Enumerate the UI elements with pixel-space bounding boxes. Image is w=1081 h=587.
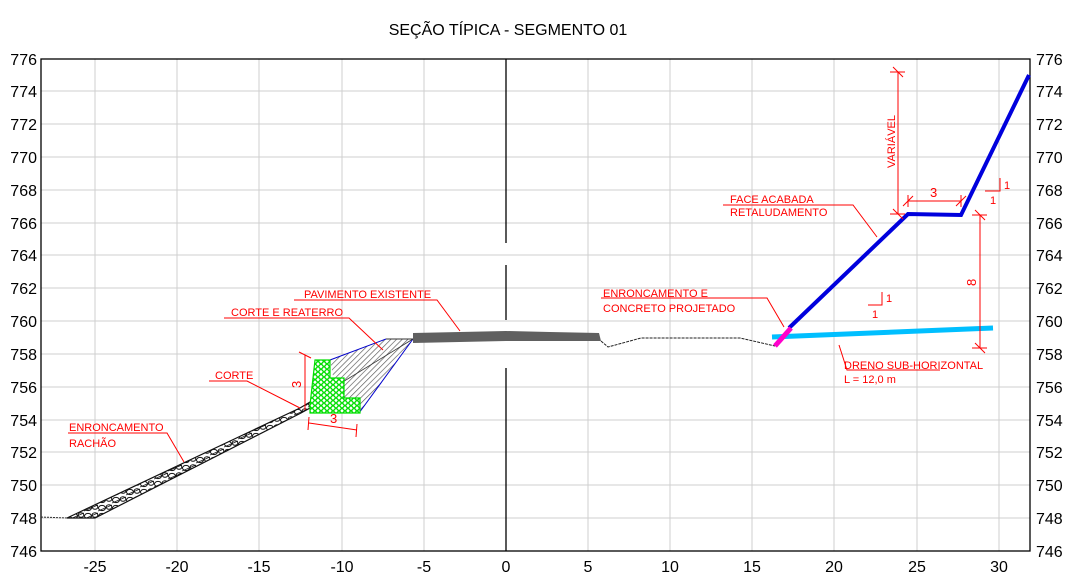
svg-text:752: 752: [10, 445, 37, 462]
svg-text:774: 774: [10, 84, 37, 101]
svg-text:760: 760: [10, 314, 37, 331]
svg-text:748: 748: [10, 511, 37, 528]
annotations: PAVIMENTO EXISTENTE CORTE E REATERRO COR…: [69, 115, 1010, 450]
corte-reaterro-edge-right: [358, 338, 414, 414]
label-corte-reaterro: CORTE E REATERRO: [231, 307, 343, 319]
svg-text:758: 758: [1036, 347, 1063, 364]
dreno-sub-horizontal: [771, 325, 994, 340]
gabiao: [309, 359, 361, 414]
label-concreto-projetado: CONCRETO PROJETADO: [603, 303, 736, 315]
svg-text:15: 15: [743, 559, 761, 576]
svg-text:768: 768: [1036, 183, 1063, 200]
svg-text:768: 768: [10, 183, 37, 200]
label-enroncamento-e: ENRONCAMENTO E: [603, 288, 708, 300]
svg-text:770: 770: [10, 150, 37, 167]
svg-text:766: 766: [10, 216, 37, 233]
dim-gabiao-base: 3: [330, 411, 337, 426]
svg-text:5: 5: [584, 559, 593, 576]
svg-text:774: 774: [1036, 84, 1063, 101]
grid: [41, 59, 1030, 551]
plot-frame: [40, 58, 1031, 552]
svg-text:764: 764: [1036, 248, 1063, 265]
label-face-acabada: FACE ACABADA: [730, 194, 814, 206]
slope-upper-v: 1: [1004, 180, 1010, 192]
svg-text:750: 750: [1036, 478, 1063, 495]
leader-lines: [68, 66, 1001, 463]
svg-text:20: 20: [825, 559, 843, 576]
svg-text:748: 748: [1036, 511, 1063, 528]
svg-text:30: 30: [990, 559, 1008, 576]
svg-text:10: 10: [661, 559, 679, 576]
dim-altura: 8: [964, 279, 979, 286]
svg-text:-10: -10: [330, 559, 353, 576]
pavimento-existente: [413, 331, 601, 343]
label-corte: CORTE: [215, 370, 253, 382]
x-axis: -25 -20 -15 -10 -5 0 5 10 15 20 25 30: [83, 559, 1008, 576]
corte-reaterro-edge-left: [329, 338, 387, 361]
svg-text:776: 776: [1036, 52, 1063, 69]
svg-text:0: 0: [502, 559, 511, 576]
svg-text:762: 762: [1036, 281, 1063, 298]
label-dreno: DRENO SUB-HORIZONTAL: [844, 360, 983, 372]
svg-text:-25: -25: [83, 559, 106, 576]
svg-text:-5: -5: [417, 559, 431, 576]
dim-gabiao-altura: 3: [289, 381, 304, 388]
label-retaludamento: RETALUDAMENTO: [730, 207, 828, 219]
svg-text:746: 746: [1036, 544, 1063, 561]
existing-ground-left: [40, 516, 68, 519]
svg-text:760: 760: [1036, 314, 1063, 331]
svg-text:772: 772: [10, 117, 37, 134]
svg-text:754: 754: [10, 413, 37, 430]
svg-text:766: 766: [1036, 216, 1063, 233]
corte-reaterro-fill: [330, 339, 413, 413]
slope-lower-v: 1: [886, 293, 892, 305]
svg-text:758: 758: [10, 347, 37, 364]
svg-text:770: 770: [1036, 150, 1063, 167]
enroncamento-rachao: [66, 400, 311, 519]
enroncamento-concreto-projetado: [773, 326, 793, 348]
y-axis-right: 776 774 772 770 768 766 764 762 760 758 …: [1036, 52, 1063, 561]
svg-text:750: 750: [10, 478, 37, 495]
slope-lower-h: 1: [872, 309, 878, 321]
svg-text:-20: -20: [165, 559, 188, 576]
svg-text:776: 776: [10, 52, 37, 69]
face-acabada-retaludamento: [787, 74, 1031, 330]
svg-text:756: 756: [1036, 380, 1063, 397]
label-rachao: RACHÃO: [69, 437, 117, 450]
svg-text:772: 772: [1036, 117, 1063, 134]
slope-upper-h: 1: [990, 195, 996, 207]
svg-text:764: 764: [10, 248, 37, 265]
chart-title: SEÇÃO TÍPICA - SEGMENTO 01: [388, 22, 628, 39]
dim-berma: 3: [930, 185, 937, 200]
svg-text:752: 752: [1036, 445, 1063, 462]
svg-text:25: 25: [908, 559, 926, 576]
y-axis-left: 776 774 772 770 768 766 764 762 760 758 …: [10, 52, 37, 561]
svg-text:746: 746: [10, 544, 37, 561]
label-dreno-length: L = 12,0 m: [844, 374, 896, 386]
label-pavimento-existente: PAVIMENTO EXISTENTE: [304, 289, 431, 301]
svg-text:762: 762: [10, 281, 37, 298]
svg-text:756: 756: [10, 380, 37, 397]
svg-text:-15: -15: [247, 559, 270, 576]
existing-ground-right: [600, 337, 776, 348]
svg-text:754: 754: [1036, 413, 1063, 430]
label-variavel: VARIÁVEL: [885, 115, 898, 168]
label-enroncamento: ENRONCAMENTO: [69, 422, 164, 434]
